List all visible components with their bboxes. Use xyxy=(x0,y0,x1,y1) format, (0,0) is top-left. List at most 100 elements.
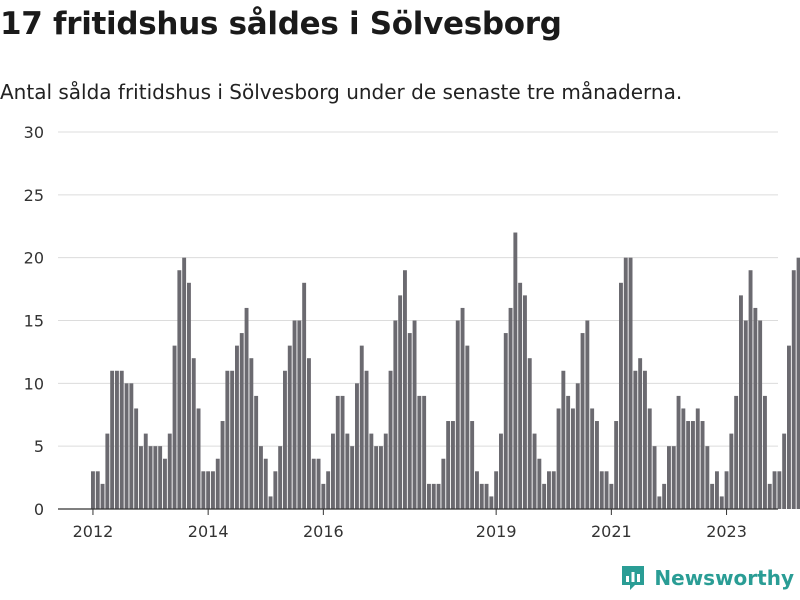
bar xyxy=(551,471,556,509)
bar xyxy=(566,395,571,509)
bar xyxy=(283,370,287,509)
bar xyxy=(383,433,388,509)
bar xyxy=(273,471,278,509)
bar xyxy=(307,358,311,509)
bar xyxy=(590,408,595,509)
y-tick-label: 5 xyxy=(34,437,44,456)
bar xyxy=(561,370,566,509)
bar xyxy=(350,446,355,509)
bar xyxy=(374,446,379,509)
bar xyxy=(571,408,575,509)
bar xyxy=(508,307,513,509)
x-tick-label: 2012 xyxy=(73,522,114,541)
bar xyxy=(340,395,345,509)
bar xyxy=(739,295,743,509)
bar xyxy=(239,333,244,509)
bar xyxy=(513,232,518,509)
bar xyxy=(259,446,263,509)
bar xyxy=(796,257,800,509)
chart-title: 17 fritidshus såldes i Sölvesborg xyxy=(0,6,562,42)
newsworthy-logo[interactable]: Newsworthy xyxy=(620,564,794,592)
bar xyxy=(153,446,158,509)
bar xyxy=(412,320,417,509)
bar xyxy=(455,320,460,509)
bar xyxy=(633,370,638,509)
bar xyxy=(196,408,201,509)
bar xyxy=(523,295,527,509)
bar xyxy=(110,370,115,509)
x-tick-label: 2014 xyxy=(188,522,229,541)
bar xyxy=(691,421,695,509)
bar xyxy=(499,433,503,509)
bar xyxy=(772,471,777,509)
bar xyxy=(465,345,470,509)
bar xyxy=(436,483,441,509)
bar xyxy=(619,282,623,509)
bar xyxy=(686,421,691,509)
bar xyxy=(753,307,758,509)
bar xyxy=(417,395,422,509)
bar xyxy=(479,483,484,509)
bar xyxy=(206,471,211,509)
bar xyxy=(657,496,662,509)
bar xyxy=(489,496,494,509)
y-tick-label: 0 xyxy=(34,500,44,519)
x-tick-label: 2023 xyxy=(706,522,747,541)
bar xyxy=(278,446,283,509)
bar xyxy=(667,446,671,509)
bar xyxy=(748,270,753,509)
bar xyxy=(321,483,326,509)
bar xyxy=(364,370,369,509)
bar xyxy=(244,307,249,509)
bar xyxy=(249,358,254,509)
bar xyxy=(201,471,206,509)
bar xyxy=(791,270,796,509)
bar xyxy=(763,395,767,509)
bar xyxy=(556,408,561,509)
newsworthy-logo-text: Newsworthy xyxy=(654,566,794,590)
bar xyxy=(191,358,196,509)
y-tick-label: 15 xyxy=(24,312,44,331)
bar xyxy=(518,282,523,509)
bar xyxy=(427,483,431,509)
bar xyxy=(254,395,259,509)
bar xyxy=(638,358,643,509)
bar xyxy=(91,471,95,509)
bar xyxy=(220,421,225,509)
bar xyxy=(158,446,163,509)
bar xyxy=(647,408,652,509)
x-tick-label: 2016 xyxy=(303,522,344,541)
y-tick-label: 30 xyxy=(24,123,44,142)
bar xyxy=(705,446,710,509)
bar xyxy=(177,270,182,509)
bar xyxy=(115,370,119,509)
bar xyxy=(215,458,220,509)
bar xyxy=(311,458,316,509)
bar xyxy=(172,345,177,509)
y-tick-label: 10 xyxy=(24,374,44,393)
bar xyxy=(235,345,239,509)
bar xyxy=(758,320,763,509)
y-tick-label: 20 xyxy=(24,249,44,268)
bar xyxy=(105,433,110,509)
bar xyxy=(369,433,374,509)
bar xyxy=(263,458,268,509)
bar-chart: 0510152025301720122014201620192021202320… xyxy=(24,123,800,541)
bar xyxy=(355,383,359,509)
bar xyxy=(623,257,628,509)
bar xyxy=(537,458,542,509)
bar xyxy=(787,345,791,509)
bar xyxy=(580,333,585,509)
bar xyxy=(143,433,148,509)
bar xyxy=(451,421,455,509)
newsworthy-logo-icon xyxy=(622,566,645,590)
bar xyxy=(211,471,215,509)
bar xyxy=(287,345,292,509)
bar xyxy=(527,358,532,509)
bar xyxy=(599,471,604,509)
bar xyxy=(585,320,590,509)
bar xyxy=(403,270,407,509)
bar xyxy=(604,471,609,509)
bar xyxy=(225,370,230,509)
bar xyxy=(542,483,547,509)
